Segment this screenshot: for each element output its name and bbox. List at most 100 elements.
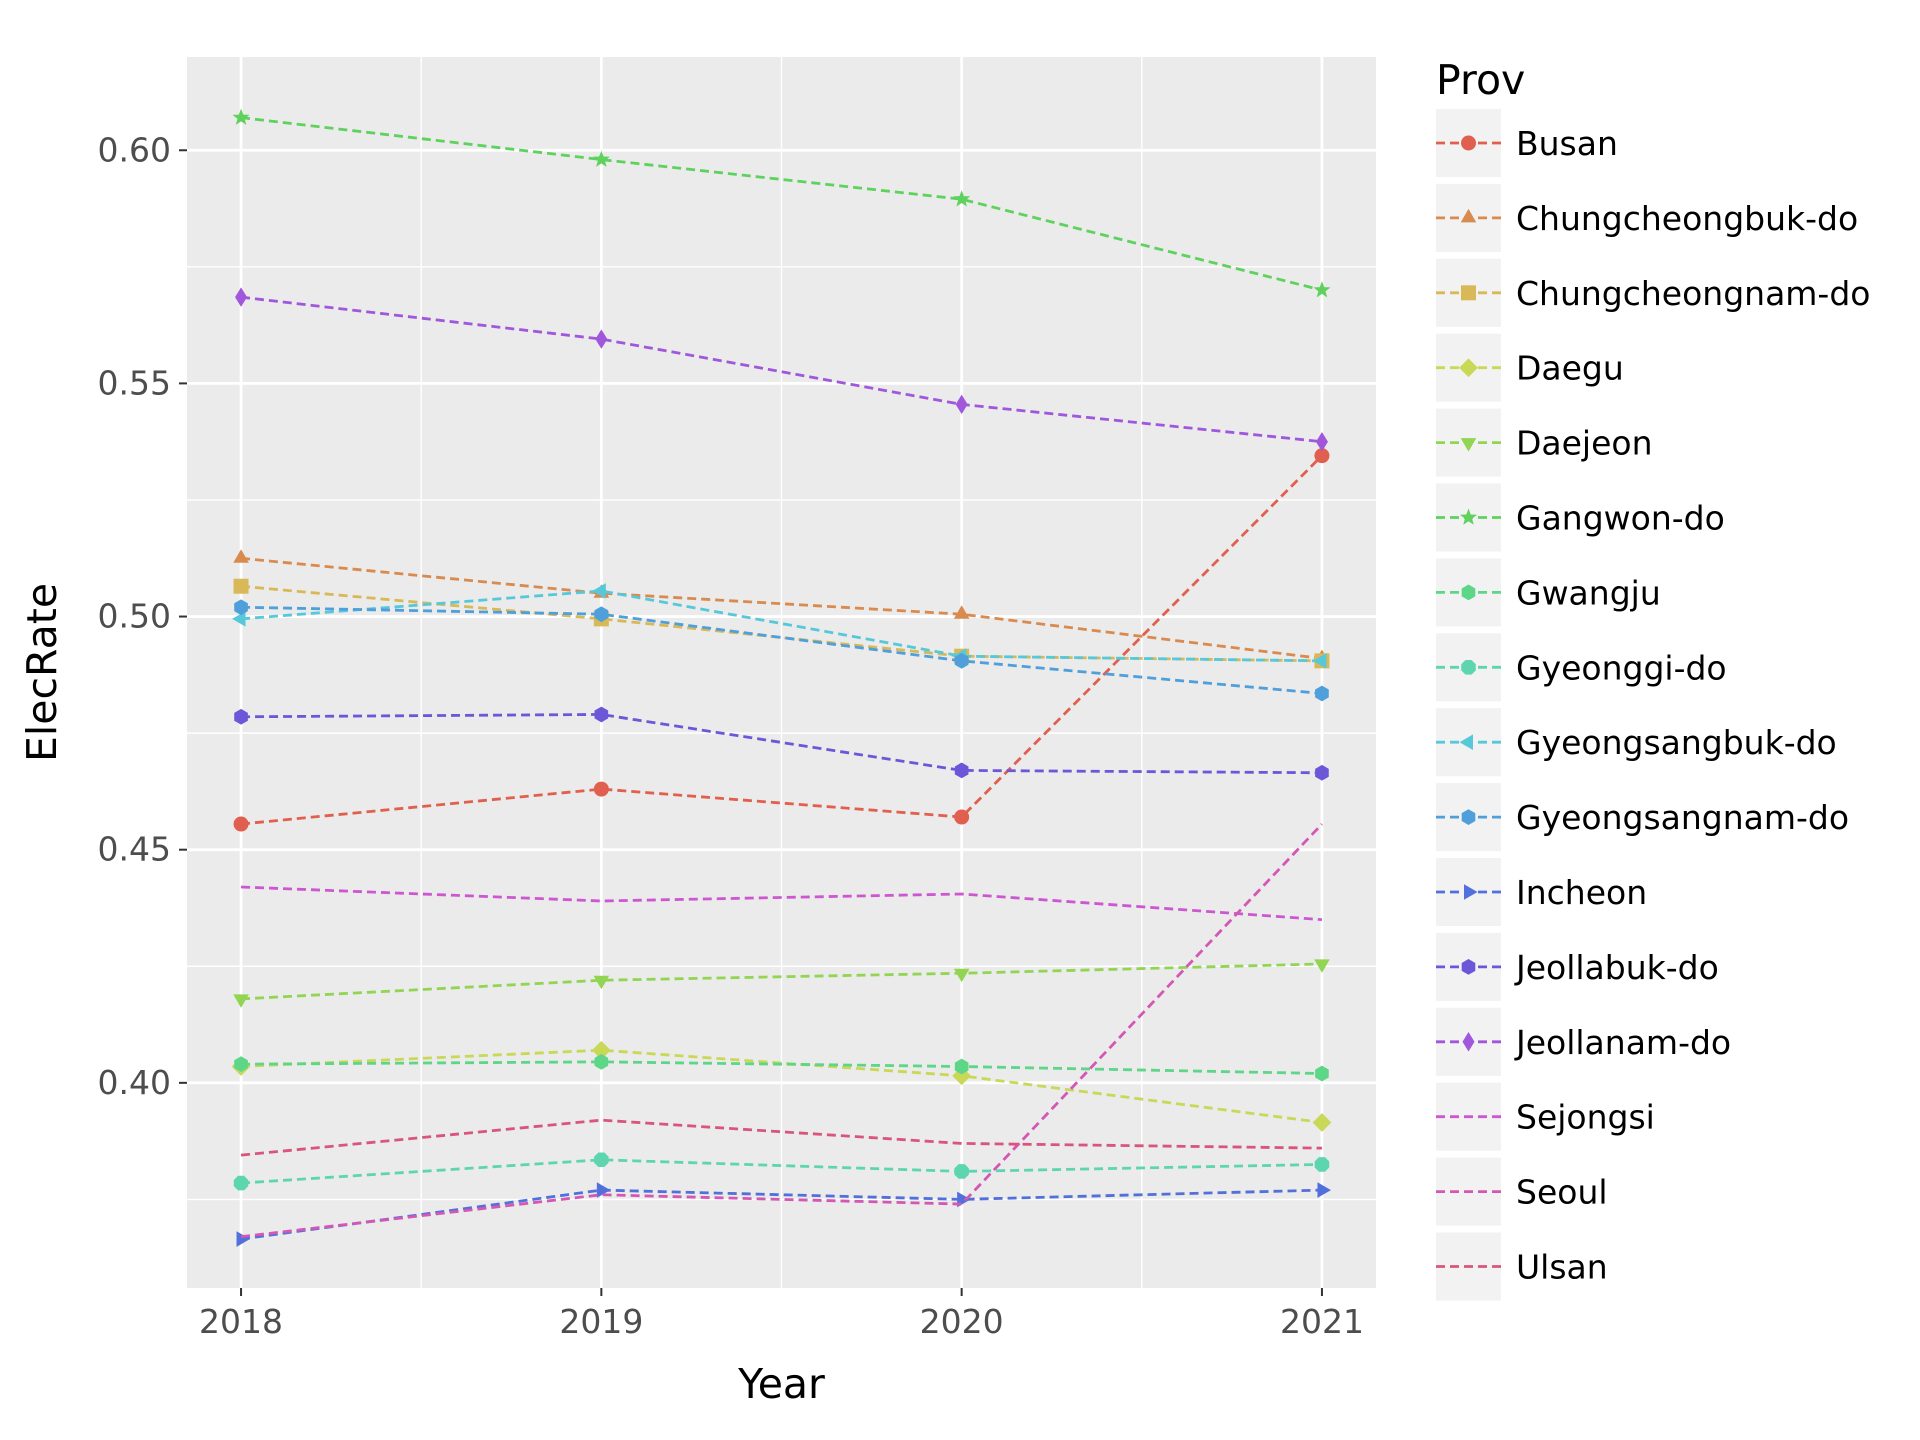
legend-label: Daejeon — [1516, 424, 1653, 463]
data-point — [1313, 281, 1331, 298]
legend-items: Busan Chungcheongbuk-do Chungcheongnam-do D… — [1436, 109, 1870, 1301]
legend-label: Ulsan — [1516, 1248, 1608, 1287]
data-point — [233, 578, 249, 594]
legend-key-marker — [1460, 438, 1477, 452]
y-tick-label: 0.40 — [98, 1063, 171, 1102]
legend-label: Gangwon-do — [1516, 499, 1725, 538]
data-point — [592, 150, 610, 167]
legend-label: Sejongsi — [1516, 1098, 1655, 1137]
data-point — [233, 816, 249, 832]
data-point — [953, 605, 970, 619]
legend-label: Chungcheongbuk-do — [1516, 199, 1858, 238]
data-point — [954, 1058, 969, 1075]
data-point — [234, 599, 248, 616]
legend-label: Seoul — [1516, 1173, 1608, 1212]
legend-label: Busan — [1516, 124, 1618, 163]
legend-item: Daejeon — [1436, 408, 1653, 477]
data-point — [954, 762, 969, 779]
data-point — [594, 1053, 609, 1070]
legend-label: Chungcheongnam-do — [1516, 274, 1870, 313]
data-point — [1312, 1113, 1332, 1132]
legend-item: Seoul — [1436, 1157, 1608, 1226]
series-sejongsi — [240, 885, 1323, 922]
legend-label: Gyeongsangbuk-do — [1516, 723, 1837, 762]
legend-title: Prov — [1436, 56, 1525, 104]
legend-key-marker — [1462, 1032, 1475, 1052]
x-tick-label: 2018 — [199, 1302, 283, 1341]
series-line — [240, 584, 1322, 663]
legend-key-marker — [1459, 734, 1473, 750]
legend-label: Gyeongsangnam-do — [1516, 798, 1849, 837]
series-daejeon — [233, 959, 1330, 1008]
series-busan — [233, 448, 1330, 832]
legend-item: Jeollabuk-do — [1436, 932, 1719, 1001]
data-point — [954, 652, 969, 669]
data-point — [596, 1182, 611, 1198]
data-point — [593, 975, 610, 990]
legend-label: Jeollanam-do — [1514, 1023, 1731, 1062]
legend-key-marker — [1461, 660, 1476, 675]
legend-key-marker — [1459, 508, 1478, 525]
series-line — [240, 1158, 1322, 1185]
data-point — [595, 329, 608, 349]
x-tick-label: 2019 — [559, 1302, 643, 1341]
series-line — [240, 1118, 1322, 1157]
legend-item: Gyeongsangnam-do — [1436, 783, 1849, 852]
series-ulsan — [240, 1118, 1322, 1157]
data-point — [1315, 1065, 1329, 1082]
legend-item: Sejongsi — [1436, 1082, 1655, 1151]
data-point — [233, 1175, 249, 1191]
data-point — [953, 968, 970, 983]
series-jeollabuk-do — [234, 706, 1329, 781]
series-line — [240, 1188, 1322, 1241]
data-point — [953, 190, 971, 207]
legend-key-marker — [1461, 584, 1476, 601]
legend-key-marker — [1461, 285, 1476, 301]
data-point — [235, 287, 248, 307]
x-axis-title: Year — [737, 1360, 825, 1408]
data-point — [592, 583, 606, 599]
legend-item: Gyeongsangbuk-do — [1436, 708, 1837, 777]
y-axis-title: ElecRate — [18, 583, 66, 762]
legend-key-marker — [1460, 208, 1477, 223]
legend-key-marker — [1461, 959, 1476, 975]
legend-key-marker — [1459, 358, 1478, 378]
data-point — [1312, 653, 1327, 669]
legend-item: Gangwon-do — [1436, 483, 1725, 552]
axes: 0.40 0.45 0.50 0.55 0.60 2018 2019 2020 2021 — [98, 130, 1364, 1341]
data-point — [954, 809, 970, 825]
data-point — [234, 708, 248, 725]
data-point — [594, 1152, 609, 1168]
data-point — [594, 606, 609, 623]
series-line — [240, 962, 1322, 1001]
data-point — [954, 1164, 969, 1179]
data-point — [1314, 1157, 1330, 1172]
data-point — [1315, 431, 1328, 452]
legend-item: Chungcheongnam-do — [1436, 258, 1870, 327]
legend-label: Daegu — [1516, 349, 1624, 388]
legend-item: Jeollanam-do — [1436, 1007, 1731, 1076]
series-gyeongsangnam-do — [234, 599, 1329, 702]
series-lines — [231, 108, 1332, 1247]
data-point — [1314, 448, 1330, 464]
legend-item: Incheon — [1436, 858, 1647, 926]
series-line — [240, 823, 1323, 1239]
series-line — [241, 605, 1323, 695]
data-point — [236, 1231, 251, 1247]
data-point — [1315, 764, 1329, 781]
y-tick-label: 0.50 — [98, 597, 171, 636]
y-tick-label: 0.60 — [98, 130, 171, 169]
x-tick-label: 2020 — [920, 1302, 1004, 1341]
data-point — [232, 611, 246, 627]
series-line — [240, 556, 1323, 660]
legend-item: Chungcheongbuk-do — [1436, 183, 1858, 252]
legend-label: Incheon — [1516, 873, 1647, 912]
data-point — [955, 394, 968, 415]
series-line — [241, 1060, 1322, 1075]
series-jeollanam-do — [235, 287, 1328, 452]
data-point — [1315, 685, 1329, 702]
data-point — [234, 1056, 248, 1073]
series-line — [240, 1048, 1323, 1124]
legend-key-marker — [1461, 809, 1476, 825]
